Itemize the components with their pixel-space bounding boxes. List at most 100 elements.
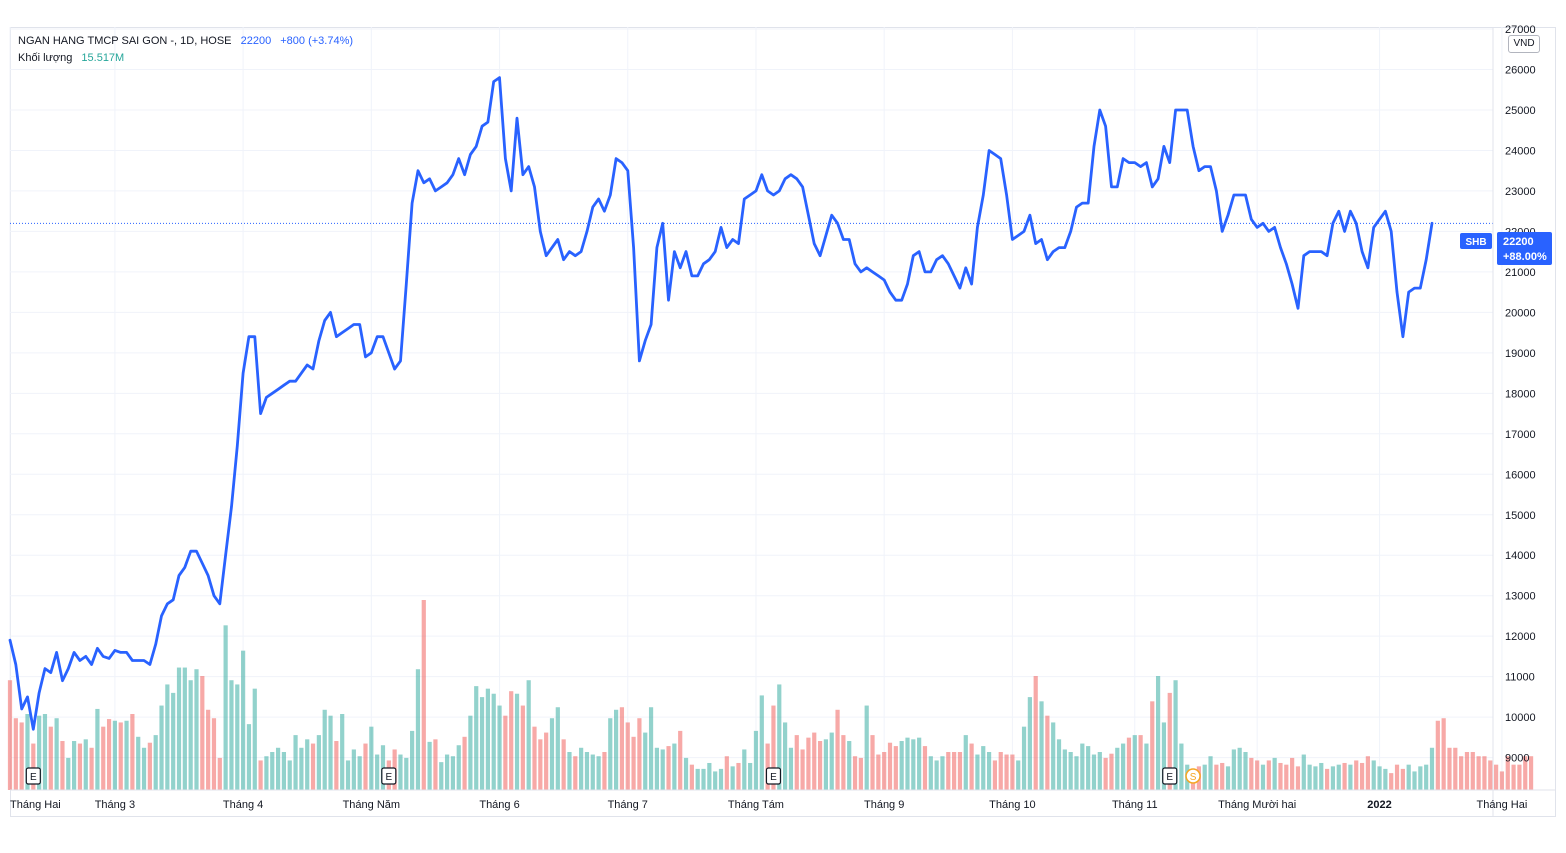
earnings-event-marker[interactable]: [1162, 767, 1178, 785]
volume-bar: [398, 754, 403, 790]
volume-bar: [1010, 754, 1015, 790]
volume-bar: [159, 705, 164, 790]
y-tick-label: 13000: [1505, 591, 1536, 603]
volume-bar: [514, 693, 520, 790]
volume-bar: [882, 752, 887, 790]
symbol-title[interactable]: NGAN HANG TMCP SAI GON -, 1D, HOSE: [18, 35, 232, 47]
y-tick-label: 23000: [1505, 186, 1536, 198]
volume-bar: [1424, 764, 1429, 790]
volume-bar: [1179, 743, 1184, 790]
volume-bar: [334, 741, 339, 790]
x-tick-label: Tháng Hai: [1477, 799, 1528, 811]
volume-legend[interactable]: Khối lượng 15.517M: [18, 52, 124, 64]
volume-bar: [1365, 756, 1370, 790]
y-tick-label: 18000: [1505, 388, 1536, 400]
volume-bar: [421, 600, 426, 790]
earnings-event-marker[interactable]: [25, 767, 41, 785]
x-tick-label: Tháng Năm: [343, 799, 400, 811]
earnings-event-marker[interactable]: [381, 767, 397, 785]
symbol-legend[interactable]: NGAN HANG TMCP SAI GON -, 1D, HOSE 22200…: [18, 35, 353, 47]
volume-bar: [532, 726, 537, 790]
x-tick-label: Tháng 4: [223, 799, 263, 811]
volume-bar: [106, 719, 112, 790]
volume-bar: [707, 762, 712, 790]
volume-bar: [1260, 764, 1266, 790]
volume-bar: [1418, 766, 1423, 790]
volume-bar: [1144, 743, 1149, 790]
volume-bar: [211, 718, 217, 790]
y-tick-label: 9000: [1505, 753, 1529, 765]
volume-bar: [963, 735, 968, 790]
volume-bar: [60, 741, 65, 790]
x-tick-label: Tháng Tám: [728, 799, 784, 811]
volume-bar: [235, 684, 240, 790]
volume-bar: [72, 741, 77, 790]
volume-bar: [270, 752, 275, 790]
y-tick-label: 25000: [1505, 105, 1536, 117]
volume-bar: [264, 756, 269, 790]
volume-bar: [823, 739, 828, 790]
volume-bar: [1278, 762, 1283, 790]
volume-bar: [1476, 756, 1481, 790]
volume-bar: [637, 718, 642, 790]
volume-bar: [136, 736, 141, 790]
volume-bar: [736, 762, 741, 790]
earnings-event-marker[interactable]: [765, 767, 782, 785]
volume-bar: [258, 760, 263, 790]
volume-bar: [1027, 697, 1032, 790]
volume-bar: [526, 680, 531, 790]
volume-bar: [503, 715, 508, 790]
volume-bar: [1161, 722, 1167, 790]
volume-bar: [986, 752, 992, 790]
volume-label[interactable]: Khối lượng: [18, 52, 73, 64]
volume-bar: [509, 691, 514, 790]
volume-bar: [567, 752, 572, 790]
volume-bar: [1132, 735, 1137, 790]
volume-bar: [7, 680, 13, 790]
volume-bar: [433, 739, 438, 790]
volume-bar: [246, 724, 252, 790]
currency-button[interactable]: VND: [1508, 35, 1540, 53]
volume-bar: [165, 684, 170, 790]
event-marker-label: S: [1190, 772, 1197, 783]
y-tick-label: 17000: [1505, 429, 1536, 441]
volume-bar: [1109, 753, 1114, 790]
volume-bar: [1208, 756, 1213, 790]
volume-bar: [806, 737, 811, 790]
event-marker-label: E: [385, 772, 392, 783]
volume-bar: [602, 752, 607, 790]
volume-bar: [293, 735, 298, 790]
volume-bar: [450, 756, 456, 790]
price-axis[interactable]: 9000 10000 11000 12000 13000 14000 15000 16000 1…: [1505, 24, 1536, 765]
volume-bar: [1062, 749, 1067, 790]
volume-bar: [1121, 743, 1126, 790]
time-axis[interactable]: Tháng Hai Tháng 3 Tháng 4 Tháng Năm Tháng 6 T…: [10, 799, 1527, 811]
split-event-marker[interactable]: [1185, 768, 1201, 784]
volume-bar: [579, 747, 584, 790]
volume-bar: [340, 714, 345, 790]
volume-bar: [1482, 756, 1487, 790]
volume-bar: [852, 756, 858, 790]
volume-bar: [753, 730, 759, 790]
volume-bar: [1371, 760, 1376, 790]
volume-bar: [614, 709, 619, 790]
y-tick-label: 27000: [1505, 24, 1536, 36]
volume-bar: [608, 718, 613, 790]
volume-bar: [1056, 739, 1062, 790]
volume-bar: [520, 705, 525, 790]
volume-bar: [1377, 766, 1382, 790]
volume-bar: [544, 732, 549, 790]
volume-bar: [1464, 752, 1470, 790]
x-tick-label: 2022: [1367, 799, 1391, 811]
volume-bar: [404, 757, 409, 790]
volume-bar: [561, 739, 566, 790]
volume-bar: [427, 741, 432, 790]
volume-bar: [946, 752, 951, 790]
volume-bar: [1453, 747, 1458, 790]
volume-bar: [485, 688, 490, 790]
volume-bar: [724, 756, 729, 790]
volume-bar: [1284, 764, 1289, 790]
volume-bar: [777, 684, 782, 790]
volume-bar: [83, 739, 88, 790]
